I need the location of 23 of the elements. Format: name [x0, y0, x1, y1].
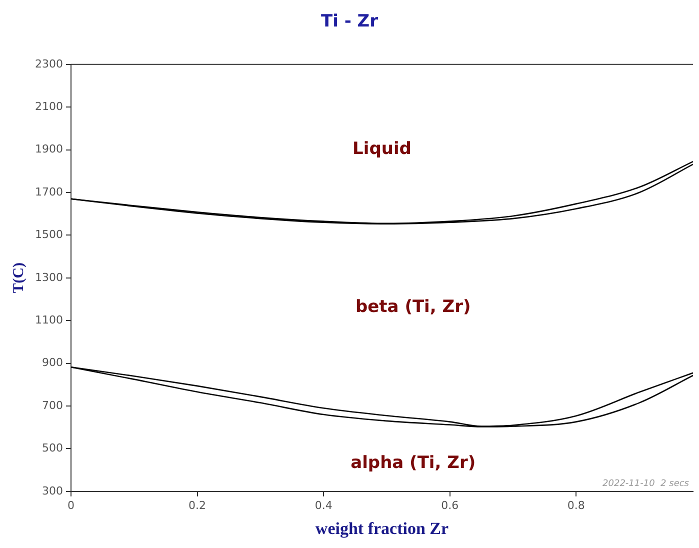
x-tick-label: 0.8	[567, 498, 585, 512]
annotation: Liquid	[352, 139, 412, 160]
y-tick-label: 1900	[34, 142, 63, 156]
y-tick-label: 1500	[34, 228, 63, 242]
y-tick-label: 1700	[34, 185, 63, 198]
chart-title: Ti - Zr	[320, 12, 379, 32]
y-tick-label: 900	[42, 356, 63, 370]
x-tick-label: 0.4	[314, 498, 332, 512]
x-tick-label: 0.6	[441, 498, 459, 512]
y-tick-label: 1100	[34, 313, 63, 326]
y-tick-label: 2100	[34, 100, 63, 113]
y-tick-label: 1300	[34, 270, 63, 284]
x-tick-label: 0	[67, 498, 74, 512]
y-tick-label: 500	[42, 442, 63, 455]
y-axis-title: T(C)	[10, 262, 27, 294]
annotation: 2022-11-10 2 secs	[602, 479, 690, 490]
x-axis-title: weight fraction Zr	[315, 519, 450, 538]
x-tick-label: 0.2	[188, 498, 206, 512]
y-tick-label: 700	[42, 398, 63, 412]
y-tick-label: 300	[42, 484, 63, 498]
annotation: beta (Ti, Zr)	[355, 297, 471, 318]
y-tick-label: 2300	[34, 57, 63, 70]
annotation: alpha (Ti, Zr)	[350, 453, 476, 474]
